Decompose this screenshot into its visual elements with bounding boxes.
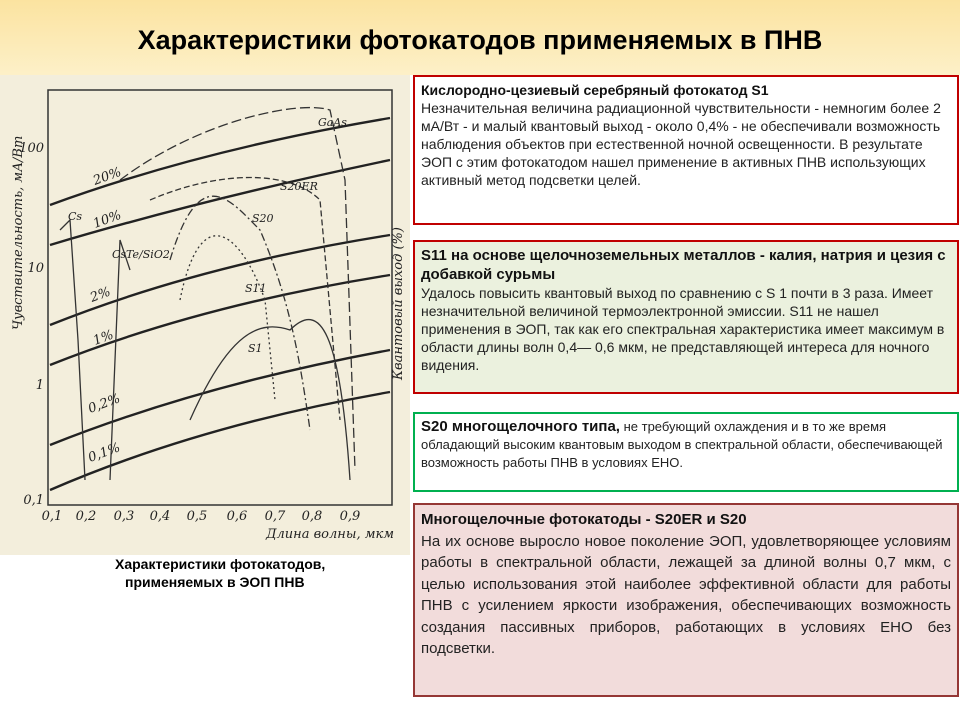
x-tick-label: 0,7 [265, 509, 286, 524]
curve-label: GaAs [318, 116, 347, 129]
y-tick-label: 1 [36, 378, 44, 393]
x-tick-label: 0,3 [114, 509, 135, 524]
box-text: не требующий охлаждения и в то же время … [421, 419, 943, 470]
x-tick-label: 0,4 [150, 509, 171, 524]
curve-label: S20ER [280, 180, 318, 193]
efficiency-label: 1% [91, 328, 116, 349]
box: S11 на основе щелочноземельных металлов … [413, 240, 959, 394]
y-tick-label: 100 [19, 141, 44, 156]
figure: 100 10 1 0,10,1 0,2 0,3 0,4 0,5 0,6 0,7 0,8 0,9 Длин… [0, 75, 410, 555]
curve-label: CsTe/SiO2 [112, 248, 170, 261]
efficiency-label: 0,1% [86, 440, 122, 465]
y-tick-label: 10 [27, 261, 44, 276]
y-tick-label: 0,1 [23, 493, 44, 508]
y2-axis-label: Квантовый выход (%) [391, 227, 406, 381]
title: Характеристики фотокатодов применяемых в… [137, 25, 823, 55]
y-axis-label: Чувствительность, мА/Вт [11, 136, 26, 330]
curves [59, 106, 356, 481]
box-text: Удалось повысить квантовый выход по срав… [421, 285, 945, 373]
curve-label: Cs [68, 210, 82, 223]
box-title: S11 на основе щелочноземельных металлов … [421, 247, 946, 283]
efficiency-label: 0,2% [86, 391, 122, 416]
x-tick-label: 0,6 [227, 509, 248, 524]
x-tick-label: 0,1 [42, 509, 63, 524]
box: S20 многощелочного типа, не требующий ох… [413, 412, 959, 492]
x-tick-label: 0,8 [302, 509, 323, 524]
efficiency-lines [49, 116, 391, 492]
caption: применяемых в ЭОП ПНВ [125, 574, 305, 590]
box-title: Кислородно-цезиевый серебряный фотокатод… [421, 82, 769, 98]
curve-label: S20 [252, 212, 274, 225]
header: Характеристики фотокатодов применяемых в… [0, 0, 960, 75]
x-tick-label: 0,5 [187, 509, 208, 524]
x-axis-label: Длина волны, мкм [265, 527, 394, 542]
plot-frame [47, 89, 393, 506]
box-text: Незначительная величина радиационной чув… [421, 100, 941, 188]
curve-label: S1 [248, 342, 263, 355]
box-title: S20 многощелочного типа, [421, 418, 620, 435]
efficiency-label: 2% [87, 285, 112, 306]
box: Кислородно-цезиевый серебряный фотокатод… [413, 75, 959, 225]
x-tick-label: 0,9 [340, 509, 361, 524]
box-text: На их основе выросло новое поколение ЭОП… [421, 532, 951, 658]
curve-label: S11 [245, 282, 267, 295]
x-tick-label: 0,2 [76, 509, 97, 524]
caption: Характеристики фотокатодов, [115, 556, 326, 572]
box: Многощелочные фотокатоды - S20ER и S20 На… [413, 503, 959, 697]
box-title: Многощелочные фотокатоды - S20ER и S20 [421, 511, 747, 528]
